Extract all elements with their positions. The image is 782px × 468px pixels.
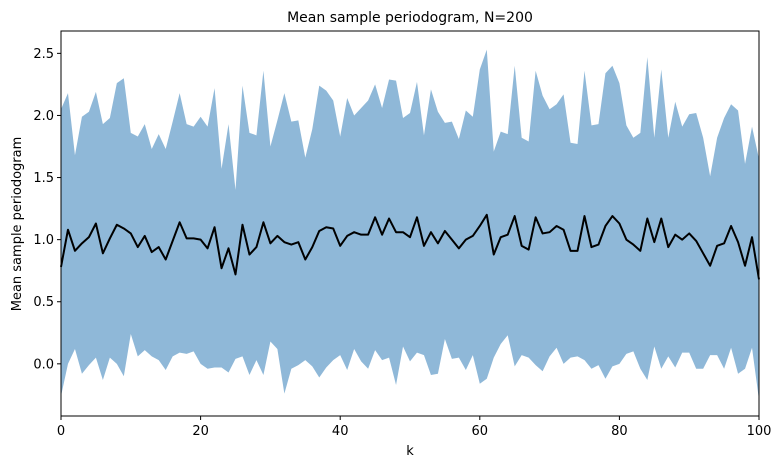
x-tick-label: 40 [332, 424, 349, 439]
plot-frame [60, 30, 760, 417]
y-tick-label: 1.0 [33, 233, 54, 248]
y-tick-label: 2.5 [33, 47, 54, 62]
x-tick-label: 20 [192, 424, 209, 439]
chart-title: Mean sample periodogram, N=200 [287, 10, 533, 26]
variation-band-area [61, 49, 759, 400]
x-axis-ticks: 0 20 40 60 80 100 [57, 416, 772, 439]
x-axis-label: k [406, 444, 414, 459]
mean-periodogram-line [60, 213, 760, 280]
y-axis-label: Mean sample periodogram [10, 137, 25, 312]
x-tick-label: 80 [611, 424, 628, 439]
y-tick-label: 0.5 [33, 295, 54, 310]
y-tick-label: 1.5 [33, 171, 54, 186]
y-axis-ticks: 0.0 0.5 1.0 1.5 2.0 2.5 [33, 47, 61, 372]
x-tick-label: 100 [747, 424, 772, 439]
y-tick-label: 2.0 [33, 109, 54, 124]
plot-area [60, 30, 760, 417]
y-tick-label: 0.0 [33, 357, 54, 372]
x-tick-label: 60 [472, 424, 489, 439]
x-tick-label: 0 [57, 424, 65, 439]
